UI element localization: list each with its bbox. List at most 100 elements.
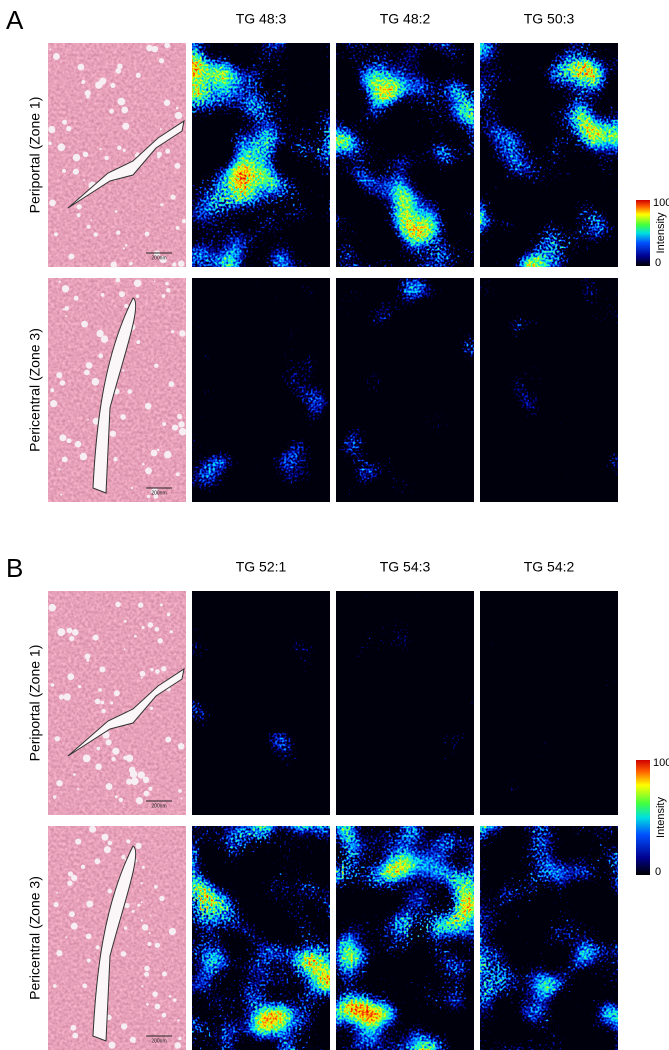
vacuole — [81, 320, 88, 328]
vacuole — [58, 694, 65, 700]
vacuole — [178, 789, 182, 793]
vacuole — [66, 627, 73, 634]
vacuole — [82, 983, 88, 989]
panel-label: B — [6, 553, 23, 583]
vacuole — [139, 670, 146, 677]
histology-image: 200nm — [48, 42, 187, 268]
vacuole — [164, 450, 172, 459]
vacuole — [125, 754, 134, 762]
vacuole — [123, 648, 126, 651]
vacuole — [86, 900, 94, 908]
vacuole — [83, 179, 86, 182]
vacuole — [105, 739, 112, 746]
vacuole — [115, 601, 121, 608]
vacuole — [136, 340, 141, 345]
intensity-map — [480, 826, 618, 1050]
vacuole — [100, 700, 105, 705]
vacuole — [61, 456, 68, 463]
vacuole — [74, 440, 82, 448]
vacuole — [96, 329, 104, 338]
vacuole — [117, 97, 126, 106]
vacuole — [57, 143, 66, 152]
vacuole — [175, 472, 180, 477]
vacuole — [177, 260, 185, 267]
vacuole — [154, 885, 158, 889]
vacuole — [172, 262, 177, 267]
vacuole — [144, 971, 150, 977]
vacuole — [130, 777, 139, 786]
vacuole — [153, 250, 161, 257]
vacuole — [164, 42, 171, 49]
vacuole — [150, 667, 154, 672]
vacuole — [143, 790, 150, 797]
vessel — [67, 119, 185, 209]
vacuole — [140, 882, 143, 885]
vacuole — [130, 486, 134, 490]
vacuole — [122, 247, 125, 250]
vacuole — [100, 292, 105, 297]
vacuole — [82, 151, 89, 158]
intensity-map — [192, 826, 330, 1050]
vacuole — [54, 736, 60, 742]
intensity-map — [336, 826, 474, 1050]
tissue — [48, 826, 186, 1050]
vacuole — [67, 880, 73, 886]
vacuole — [122, 148, 126, 152]
vacuole — [109, 430, 117, 437]
vacuole — [122, 122, 130, 130]
vacuole — [62, 119, 68, 125]
colorbar-max: 100 — [653, 197, 669, 209]
vacuole — [117, 63, 123, 70]
vacuole — [81, 80, 86, 84]
vacuole — [120, 1023, 128, 1030]
vacuole — [149, 914, 152, 917]
vacuole — [146, 494, 151, 499]
vacuole — [126, 839, 131, 844]
vacuole — [135, 842, 142, 850]
vacuole — [85, 933, 92, 940]
vacuole — [48, 125, 56, 134]
vacuole — [112, 747, 120, 755]
vacuole — [165, 736, 172, 743]
vacuole — [123, 755, 128, 760]
vacuole — [98, 688, 103, 692]
vacuole — [84, 653, 91, 660]
colorbar-label: Intensity — [655, 797, 667, 838]
vacuole — [161, 1012, 167, 1018]
vacuole — [52, 795, 57, 799]
vacuole — [135, 72, 141, 78]
vacuole — [123, 926, 128, 930]
vacuole — [159, 255, 167, 264]
vacuole — [154, 363, 159, 368]
vacuole — [71, 629, 79, 636]
vacuole — [144, 402, 152, 410]
vacuole — [166, 612, 171, 617]
vacuole — [156, 448, 160, 452]
vacuole — [76, 213, 81, 218]
vacuole — [101, 833, 109, 841]
vacuole — [56, 372, 63, 379]
vacuole — [140, 676, 143, 679]
vacuole — [100, 335, 109, 343]
vacuole — [67, 673, 75, 681]
vacuole — [115, 277, 121, 283]
vacuole — [156, 151, 162, 157]
vacuole — [179, 330, 186, 337]
vacuole — [107, 888, 113, 894]
vacuole — [148, 932, 151, 935]
vacuole — [50, 683, 55, 687]
vacuole — [84, 89, 91, 97]
row-label: Periportal (Zone 1) — [27, 97, 43, 214]
vacuole — [168, 381, 175, 387]
vacuole — [174, 111, 183, 120]
vacuole — [121, 106, 129, 114]
vacuole — [141, 625, 145, 630]
vacuole — [63, 693, 71, 701]
vacuole — [104, 155, 109, 161]
vacuole — [169, 630, 173, 634]
vacuole — [146, 44, 153, 52]
vacuole — [165, 281, 169, 286]
vacuole — [146, 1002, 149, 1006]
panel-label: A — [6, 5, 24, 35]
